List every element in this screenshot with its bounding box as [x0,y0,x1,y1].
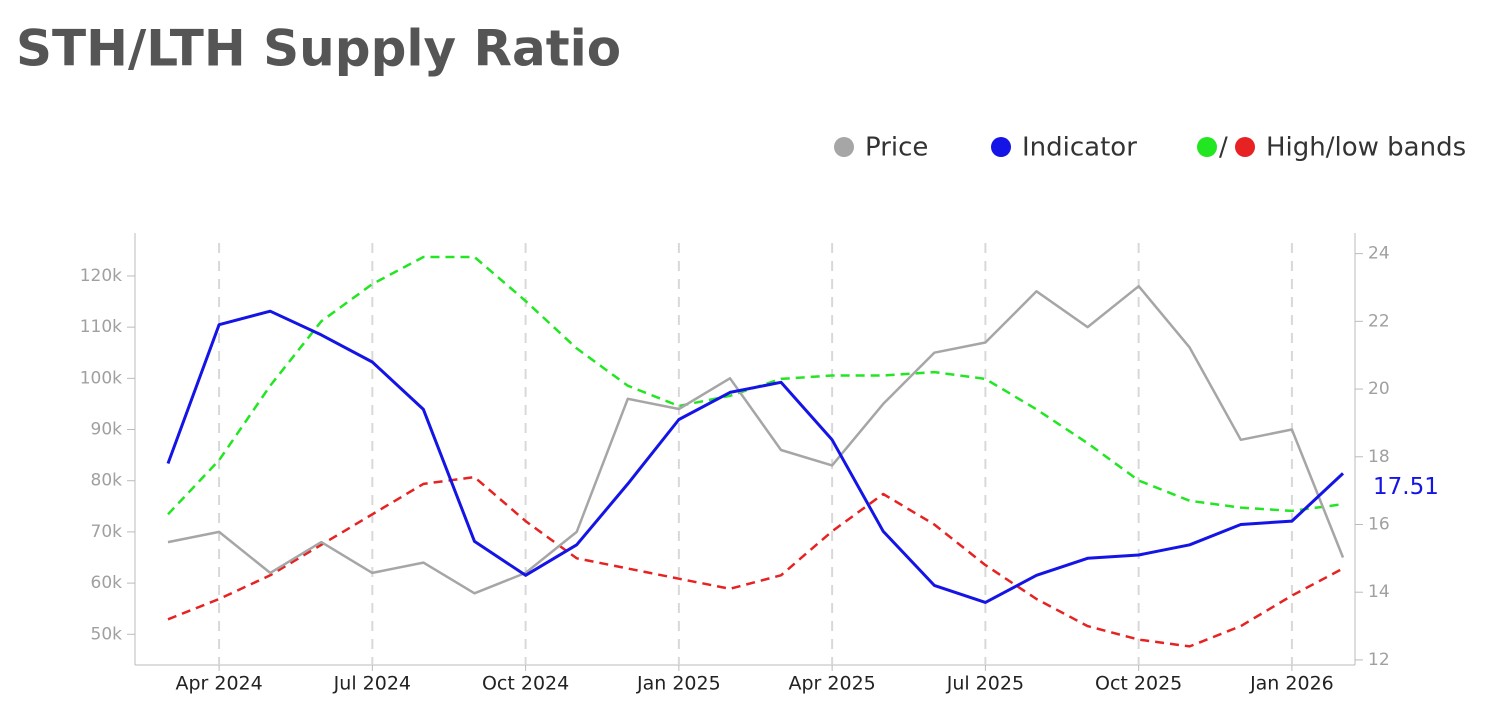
legend-label: High/low bands [1266,133,1466,163]
x-tick-label: Jan 2026 [1249,673,1334,695]
series-line [167,475,1344,648]
x-tick-label: Apr 2025 [788,673,875,695]
series-line [167,255,1344,516]
y2-tick-label: 12 [1368,650,1390,670]
legend-sep: / [1219,133,1228,163]
legend-dot [991,137,1011,157]
y2-tick-label: 24 [1368,244,1390,264]
y-tick-label tick: 110k [80,317,122,337]
y2-tick-label: 18 [1368,447,1390,467]
chart-title: STH/LTH Supply Ratio [16,20,621,78]
x-tick-label: Oct 2024 [482,673,569,695]
y-tick-label tick: 70k [91,522,123,542]
y-tick-label tick: 90k [91,420,123,440]
last-value-label: 17.51 [1373,474,1439,500]
y2-tick-label: 16 [1368,514,1390,534]
x-tick-label: Jul 2024 [333,673,411,695]
series-line [167,284,1345,595]
y2-tick-label: 20 [1368,379,1390,399]
x-tick-label: Jul 2025 [946,673,1024,695]
legend-label: Price [865,133,928,163]
series-line [166,309,1345,604]
y-tick-label tick: 60k [91,573,123,593]
legend-dot [1235,137,1255,157]
y-tick-label tick: 80k [91,471,123,491]
y-tick-label tick: 120k [80,266,122,286]
y-tick-label tick: 100k [80,368,122,388]
legend-label: Indicator [1022,133,1137,163]
x-tick-label: Jan 2025 [636,673,721,695]
x-tick-label: Apr 2024 [175,673,262,695]
y2-tick-label: 14 [1368,582,1390,602]
legend-dot [1197,137,1217,157]
legend-dot [834,137,854,157]
x-tick-label: Oct 2025 [1095,673,1182,695]
y-tick-label tick: 50k [91,624,123,644]
y2-tick-label: 22 [1368,311,1390,331]
